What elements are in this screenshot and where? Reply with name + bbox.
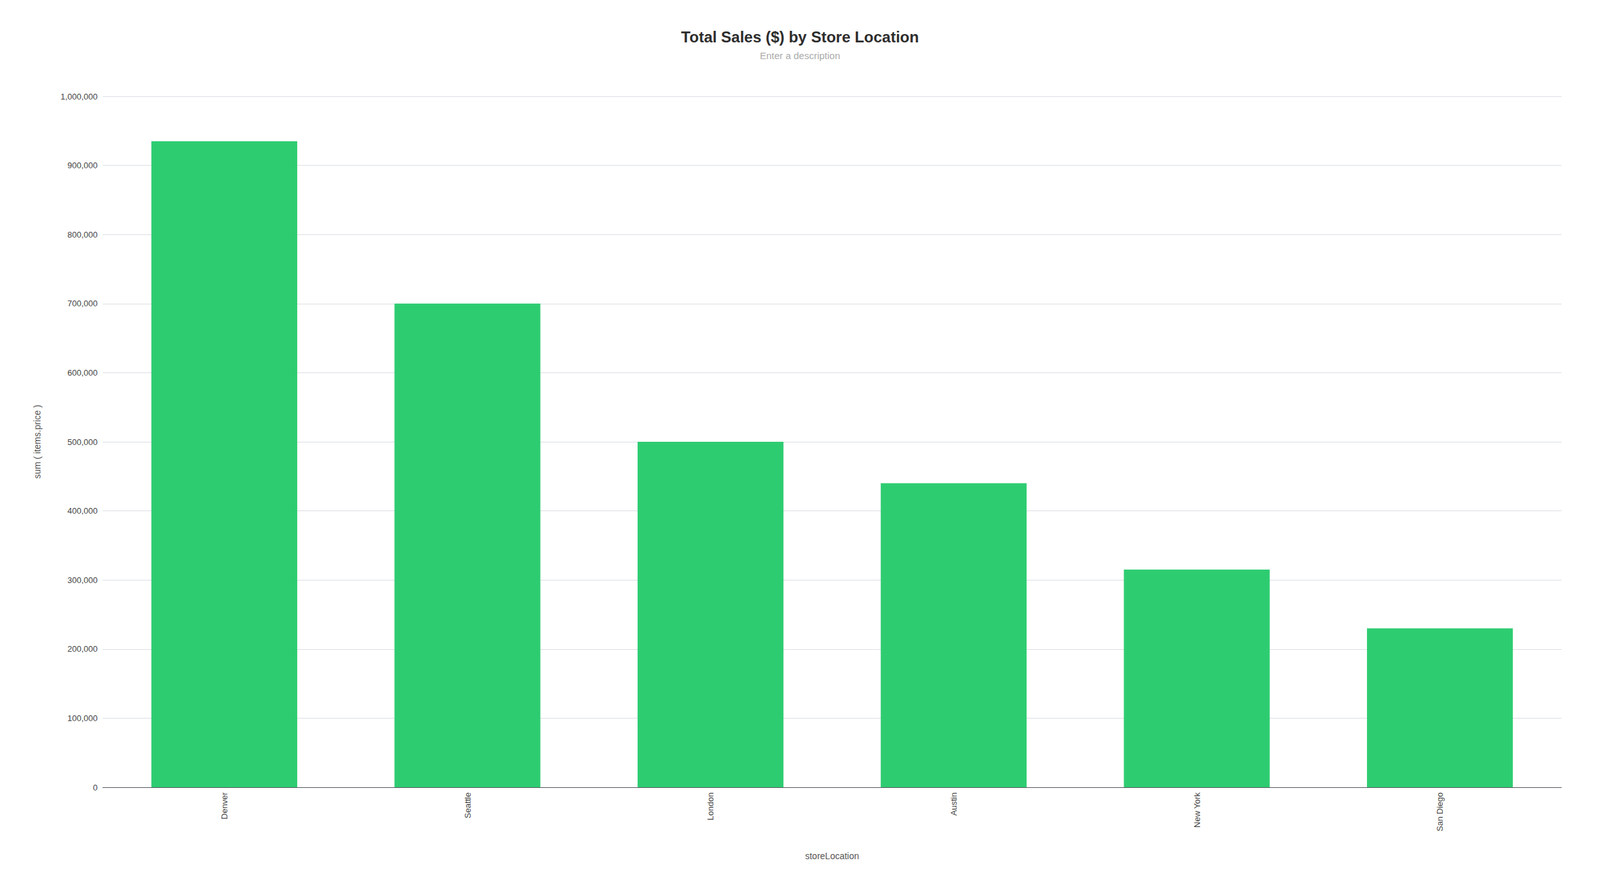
svg-text:700,000: 700,000	[67, 298, 98, 309]
svg-text:400,000: 400,000	[67, 505, 98, 516]
svg-text:900,000: 900,000	[67, 160, 98, 171]
svg-text:600,000: 600,000	[67, 367, 98, 378]
svg-text:1,000,000: 1,000,000	[60, 91, 98, 102]
svg-text:Total Sales ($) by Store Locat: Total Sales ($) by Store Location	[681, 28, 919, 46]
svg-text:100,000: 100,000	[67, 713, 98, 723]
svg-text:800,000: 800,000	[67, 229, 98, 240]
svg-text:storeLocation: storeLocation	[805, 850, 860, 861]
svg-text:New York: New York	[1192, 792, 1202, 828]
svg-text:300,000: 300,000	[67, 575, 98, 585]
svg-text:London: London	[705, 792, 716, 820]
svg-text:Austin: Austin	[948, 792, 959, 816]
svg-text:sum ( items.price ): sum ( items.price )	[32, 404, 43, 479]
svg-text:Denver: Denver	[219, 791, 230, 820]
svg-text:200,000: 200,000	[67, 643, 98, 654]
svg-text:500,000: 500,000	[67, 437, 98, 447]
svg-text:Enter a description: Enter a description	[759, 50, 840, 61]
svg-text:0: 0	[93, 782, 98, 793]
svg-text:Seattle: Seattle	[462, 792, 473, 818]
svg-text:San Diego: San Diego	[1434, 792, 1445, 832]
